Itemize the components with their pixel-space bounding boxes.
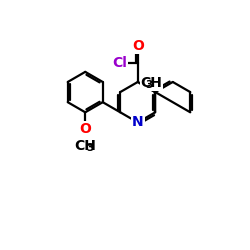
Text: Cl: Cl — [112, 56, 127, 70]
Text: N: N — [132, 116, 143, 130]
Text: 3: 3 — [86, 143, 93, 153]
Text: 3: 3 — [145, 80, 152, 90]
Text: CH: CH — [140, 76, 162, 90]
Text: O: O — [132, 38, 144, 52]
Text: O: O — [79, 122, 91, 136]
Text: CH: CH — [74, 139, 96, 153]
